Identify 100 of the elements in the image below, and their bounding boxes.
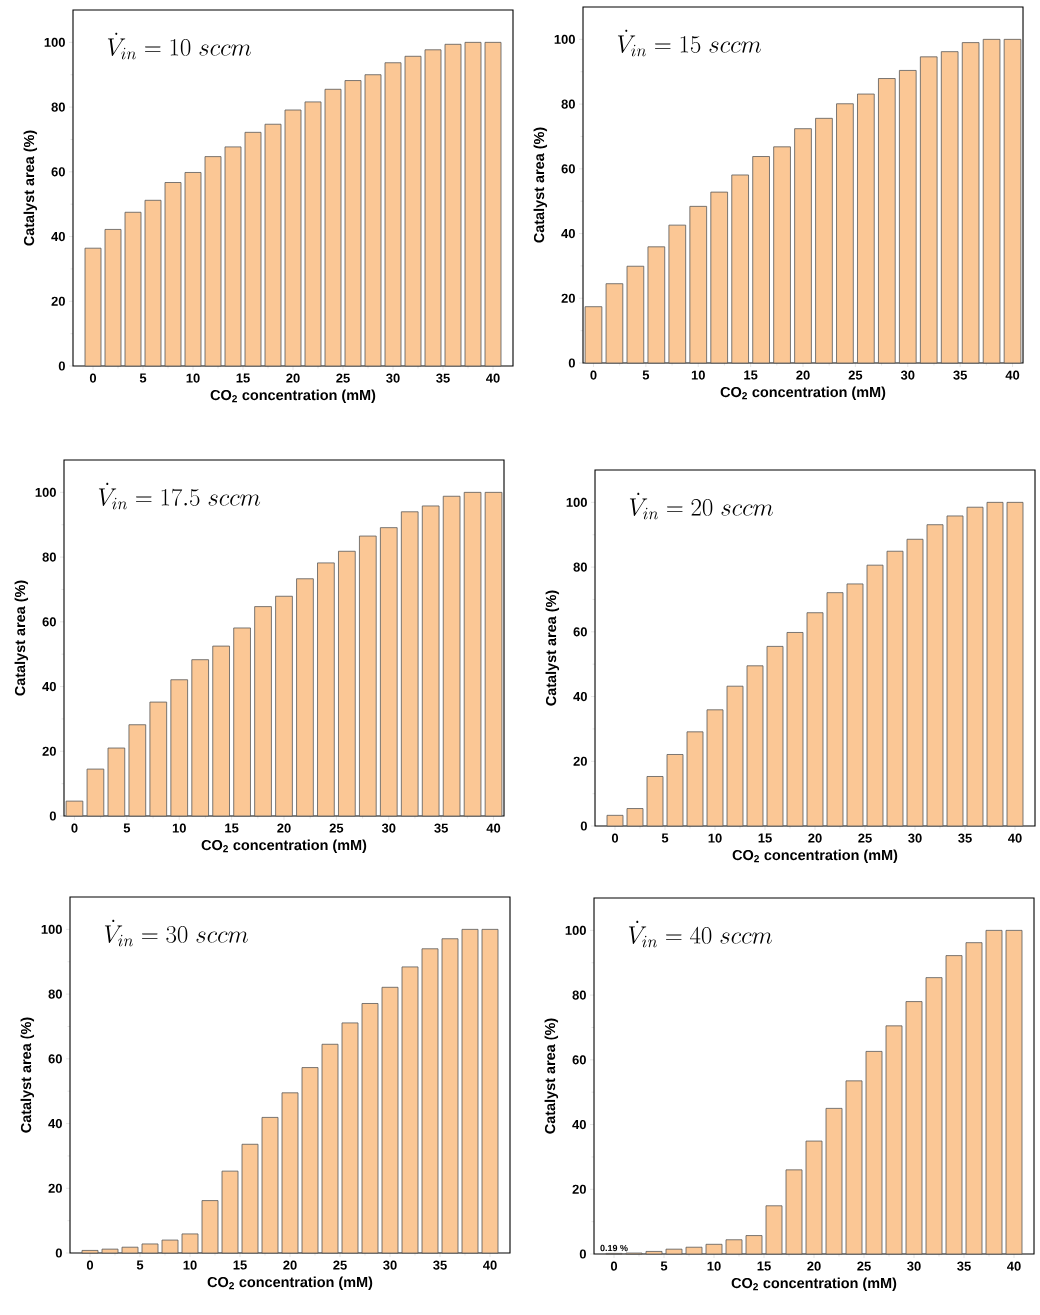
bar [424, 49, 442, 367]
y-tick-label: 40 [572, 1119, 586, 1130]
bar [745, 1235, 763, 1255]
y-tick-label: 40 [42, 681, 56, 692]
bar [338, 550, 356, 817]
x-tick-label: 0 [86, 1260, 94, 1270]
bar [710, 191, 728, 364]
bar [281, 1092, 299, 1254]
x-tick-label: 10 [183, 1260, 197, 1270]
y-tick-label: 20 [51, 296, 65, 306]
x-tick-label: 5 [123, 823, 131, 833]
bar [442, 495, 461, 817]
y-tick-label: 80 [48, 989, 62, 999]
bar [364, 74, 382, 367]
y-tick-label: 100 [35, 487, 56, 497]
bar [584, 306, 603, 364]
x-tick-label: 40 [1005, 370, 1020, 380]
bar [685, 1246, 703, 1255]
bar [885, 1025, 903, 1255]
x-tick-label: 5 [660, 1261, 668, 1271]
bar [666, 754, 684, 827]
y-tick-label: 100 [565, 925, 586, 935]
bar [805, 1140, 823, 1255]
x-tick-label: 15 [758, 833, 772, 843]
bar [224, 146, 242, 367]
bar [464, 41, 482, 367]
x-tick-label: 5 [642, 370, 650, 380]
x-tick-label: 15 [236, 373, 250, 383]
x-tick-label: 30 [900, 370, 915, 380]
x-tick-label: 25 [857, 1261, 871, 1271]
bar [982, 38, 1001, 364]
bar [815, 117, 833, 364]
x-tick-label: 10 [707, 1261, 721, 1271]
bar [384, 62, 402, 367]
bar [104, 229, 122, 367]
bar [107, 747, 126, 817]
y-tick-label: 100 [566, 497, 587, 507]
x-tick-label: 40 [1008, 833, 1022, 843]
x-tick-label: 0 [590, 370, 597, 380]
bar [1005, 929, 1023, 1255]
bar [128, 724, 147, 817]
bar [705, 1243, 723, 1255]
bar [233, 627, 251, 817]
x-tick-label: 0 [89, 373, 97, 383]
bar [665, 1248, 683, 1255]
x-tick-label: 15 [233, 1260, 247, 1270]
x-tick-label: 20 [283, 1260, 297, 1270]
bar [344, 80, 362, 367]
x-tick-label: 35 [958, 833, 972, 843]
text: $\dot{V}_{in} = 40\ sccm$ [628, 920, 773, 948]
bar [184, 172, 202, 367]
bar [845, 1080, 863, 1255]
bar [181, 1233, 199, 1254]
bar [1003, 38, 1022, 364]
y-tick-label: 60 [48, 1054, 62, 1064]
bar [866, 564, 884, 827]
y-tick-label: 20 [561, 293, 575, 303]
bar [746, 665, 764, 827]
bar [401, 966, 419, 1254]
bar [86, 768, 105, 817]
bar [463, 491, 482, 817]
bar [725, 1239, 743, 1255]
bar [646, 776, 664, 827]
bar [626, 265, 645, 364]
text: $\dot{V}_{in} = 17.5\ sccm$ [98, 482, 261, 510]
bar [886, 550, 904, 827]
y-axis-title: Catalyst area (%) [533, 127, 548, 243]
bar [961, 42, 980, 364]
x-tick-label: 40 [486, 823, 501, 833]
bar [421, 505, 440, 817]
bar [906, 538, 924, 827]
bar [825, 1107, 843, 1255]
bar [361, 1003, 379, 1254]
y-tick-label: 60 [572, 1055, 586, 1065]
y-axis-title: Catalyst area (%) [545, 590, 560, 706]
x-axis-title: CO$_{2}$ concentration (mM) [210, 389, 376, 404]
bar [706, 709, 724, 827]
x-axis-title: CO$_{2}$ concentration (mM) [732, 849, 898, 864]
x-tick-label: 15 [225, 823, 239, 833]
bar [284, 109, 302, 367]
bar [149, 701, 168, 817]
bar [124, 211, 142, 367]
y-tick-label: 60 [561, 164, 575, 174]
bar [84, 247, 102, 367]
x-tick-label: 25 [858, 833, 872, 843]
y-tick-label: 80 [573, 562, 587, 572]
x-tick-label: 25 [329, 823, 344, 833]
bar [201, 1200, 219, 1254]
x-tick-label: 35 [436, 373, 450, 383]
bar [191, 659, 209, 817]
bar [241, 1143, 259, 1254]
bar [766, 645, 784, 827]
bar [204, 156, 222, 367]
x-tick-label: 10 [172, 823, 186, 833]
bar [164, 182, 182, 367]
bar [304, 101, 322, 367]
x-tick-label: 35 [953, 370, 967, 380]
y-tick-label: 80 [51, 102, 65, 112]
x-tick-label: 40 [486, 373, 500, 383]
bar [170, 679, 189, 817]
